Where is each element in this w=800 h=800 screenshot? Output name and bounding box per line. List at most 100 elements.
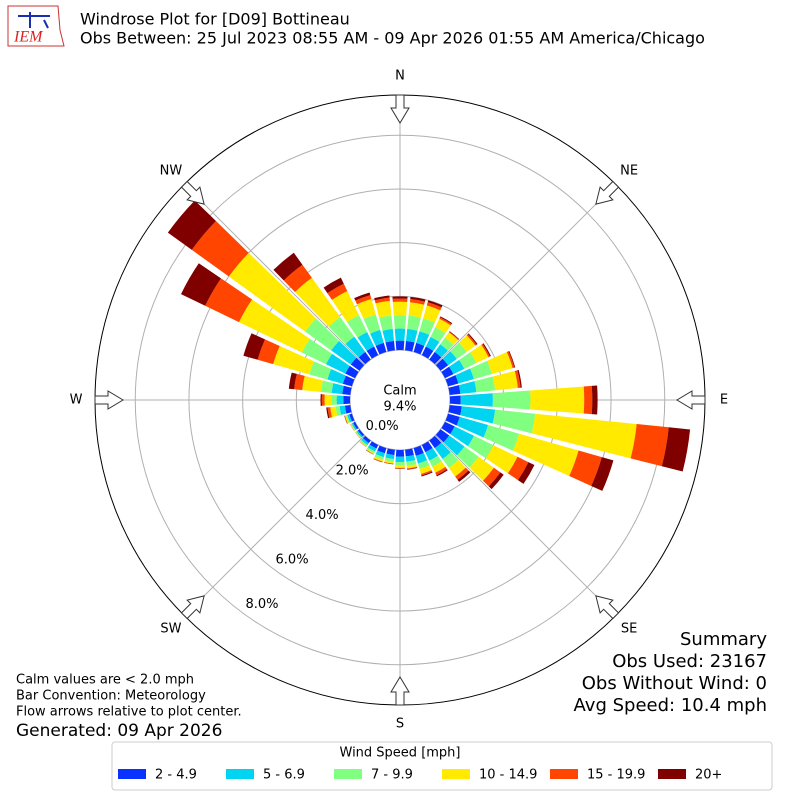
bar-segment	[483, 424, 520, 451]
legend-swatch	[550, 769, 578, 779]
bar-segment	[482, 467, 501, 487]
bar-segment	[408, 302, 425, 318]
bar-segment	[191, 221, 249, 277]
bar-segment	[324, 394, 332, 406]
bar-segment	[395, 340, 405, 351]
bar-segment	[413, 445, 424, 456]
direction-arrow	[180, 595, 205, 620]
bar-segment	[359, 441, 367, 448]
direction-label: N	[395, 69, 405, 84]
bar-segment	[326, 407, 330, 419]
direction-arrow	[595, 595, 620, 620]
spoke	[183, 183, 365, 365]
bar-segment	[426, 302, 442, 311]
bar-segment	[420, 470, 433, 476]
bar-segment	[507, 456, 529, 481]
bar-segment	[323, 277, 344, 294]
direction-arrow	[390, 676, 410, 706]
bar-segment	[366, 449, 374, 455]
legend-swatch	[118, 769, 146, 779]
bar-segment	[353, 421, 359, 430]
legend-label: 2 - 4.9	[155, 768, 197, 783]
bar-segment	[460, 406, 496, 424]
bar-segment	[385, 453, 395, 460]
bar-segment	[439, 317, 452, 326]
bar-segment	[345, 365, 359, 379]
bar-segment	[469, 456, 494, 481]
bar-segment	[395, 465, 405, 468]
bar-segment	[425, 448, 438, 461]
bar-segment	[325, 353, 350, 374]
bar-segment	[449, 395, 461, 405]
bar-segment	[343, 395, 351, 405]
bar-segment	[445, 375, 459, 387]
bar-segment	[327, 407, 333, 418]
logo-text: IEM	[13, 29, 44, 46]
bar-segment	[375, 342, 387, 355]
note: Flow arrows relative to plot center.	[16, 705, 242, 720]
bar-segment	[449, 331, 460, 340]
direction-label: SE	[621, 622, 637, 637]
legend-box	[111, 741, 773, 791]
bar-segment	[429, 435, 442, 449]
bar-segment	[273, 252, 303, 281]
spoke	[435, 435, 617, 617]
bar-segment	[327, 369, 346, 384]
bar-segment	[591, 385, 598, 415]
direction-arrow	[94, 390, 124, 410]
bar-segment	[335, 406, 342, 416]
bar-segment	[434, 344, 448, 358]
bar-segment	[442, 452, 459, 468]
bar-segment	[425, 336, 440, 351]
bar-segment	[407, 315, 421, 331]
bar-segment	[448, 405, 462, 416]
bar-segment	[482, 343, 491, 357]
bar-segment	[456, 416, 489, 438]
legend-swatch	[334, 769, 362, 779]
bar-segment	[429, 351, 442, 365]
direction-label: NW	[160, 163, 183, 178]
bar-segment	[406, 466, 418, 470]
logo-lines	[18, 12, 50, 29]
summary: Obs Without Wind: 0	[582, 673, 767, 694]
bar-segment	[455, 368, 474, 384]
bar-segment	[379, 315, 393, 331]
r-tick-label: 0.0%	[366, 419, 399, 434]
legend-label: 5 - 6.9	[263, 768, 305, 783]
bar-segment	[331, 394, 337, 406]
summary: Avg Speed: 10.4 mph	[574, 695, 767, 716]
r-tick-label: 2.0%	[336, 464, 369, 479]
bar-segment	[365, 450, 374, 455]
bar-segment	[427, 300, 443, 308]
bar-segment	[474, 376, 496, 393]
legend-swatch	[442, 769, 470, 779]
bar-segment	[257, 339, 280, 365]
bar-segment	[384, 462, 394, 465]
bar-segment	[355, 432, 361, 439]
bar-segment	[367, 444, 377, 452]
bar-segment	[328, 316, 355, 344]
bar-segment	[448, 385, 461, 395]
bar-segment	[435, 429, 450, 443]
bar-segment	[336, 395, 344, 405]
bar-segment	[443, 435, 465, 456]
bar-segment	[238, 299, 310, 353]
legend: 2 - 4.9 5 - 6.9 7 - 9.9 10 - 14.9 15 - 19.9 2…	[118, 768, 722, 783]
bar-segment	[409, 298, 425, 305]
legend-label: 20+	[695, 768, 722, 783]
bar-segment	[354, 292, 371, 301]
bar-segment	[305, 318, 340, 351]
bar-segment	[358, 351, 371, 365]
bar-segment	[344, 415, 348, 424]
direction-label: W	[70, 393, 83, 408]
bar-segment	[301, 338, 333, 365]
bar-segment	[531, 413, 637, 459]
bar-segment	[517, 369, 522, 388]
bar-segment	[331, 383, 344, 395]
r-tick-label: 4.0%	[306, 508, 339, 523]
direction-arrow	[595, 180, 620, 205]
bar-segment	[407, 467, 418, 470]
bar-segment	[363, 314, 381, 334]
calm-value: 9.4%	[383, 400, 416, 415]
bar-segment	[416, 331, 430, 346]
